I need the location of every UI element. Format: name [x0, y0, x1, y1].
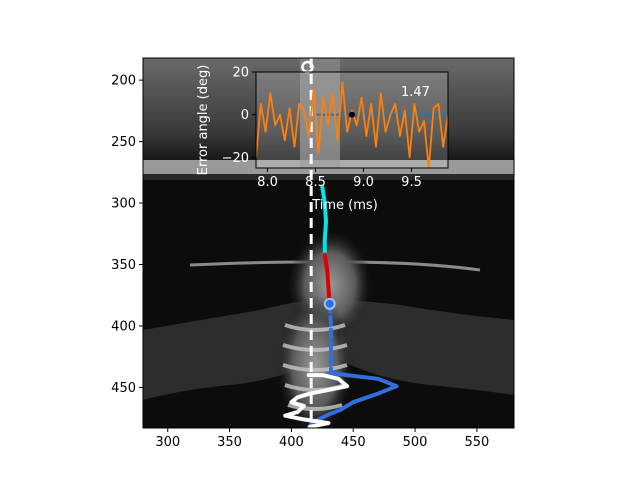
support-post: [300, 58, 340, 168]
inset-x-tick-label: 9.5: [401, 175, 422, 190]
inset-annotation: 1.47: [401, 85, 430, 100]
main-x-ticks: 300 350 400 450 500 550: [155, 428, 489, 450]
inset-cursor-dot: [349, 111, 355, 118]
main-y-tick-label: 200: [111, 74, 136, 89]
track-line-4: [283, 373, 350, 428]
inset-x-ticks: 8.0 8.5 9.0 9.5: [257, 168, 422, 190]
track-marker: [323, 297, 336, 310]
track-line-2: [327, 301, 333, 375]
inset-series-layer: [256, 81, 448, 168]
main-y-tick-label: 350: [111, 258, 136, 273]
right-wing: [340, 300, 514, 395]
inset-x-axis-label: Time (ms): [311, 198, 378, 213]
main-y-ticks: 200 250 300 350 400 450: [111, 74, 143, 396]
inset-x-tick-label: 9.0: [353, 175, 374, 190]
main-x-tick-label: 550: [464, 435, 489, 450]
main-x-tick-label: 350: [217, 435, 242, 450]
inset-x-tick-label: 8.5: [305, 175, 326, 190]
main-y-tick-label: 400: [111, 319, 136, 334]
track-line-0: [320, 185, 328, 257]
inset-series-line-1: [256, 81, 448, 168]
main-y-tick-label: 450: [111, 381, 136, 396]
inset-y-ticks: 20 0 −20: [222, 66, 256, 166]
main-x-tick-label: 500: [403, 435, 428, 450]
main-x-tick-label: 300: [155, 435, 180, 450]
tracks-layer: [283, 185, 399, 428]
inset-y-axis-label: Error angle (deg): [196, 65, 211, 176]
main-y-tick-label: 300: [111, 197, 136, 212]
main-y-tick-label: 250: [111, 135, 136, 150]
inset-y-tick-label: −20: [222, 151, 249, 166]
inset-plot: 8.0 8.5 9.0 9.5 20 0 −20 1.47 Time (ms) Error…: [196, 65, 449, 213]
inset-axes-frame: [255, 71, 449, 169]
track-line-1: [322, 252, 332, 306]
inset-y-tick-label: 20: [232, 66, 249, 81]
horizontal-bar-shadow: [143, 174, 514, 180]
inset-y-tick-label: 0: [241, 108, 249, 123]
inset-x-tick-label: 8.0: [257, 175, 278, 190]
main-axes-frame: [142, 57, 515, 429]
main-x-tick-label: 400: [279, 435, 304, 450]
main-x-tick-label: 450: [341, 435, 366, 450]
left-wing: [143, 300, 320, 400]
